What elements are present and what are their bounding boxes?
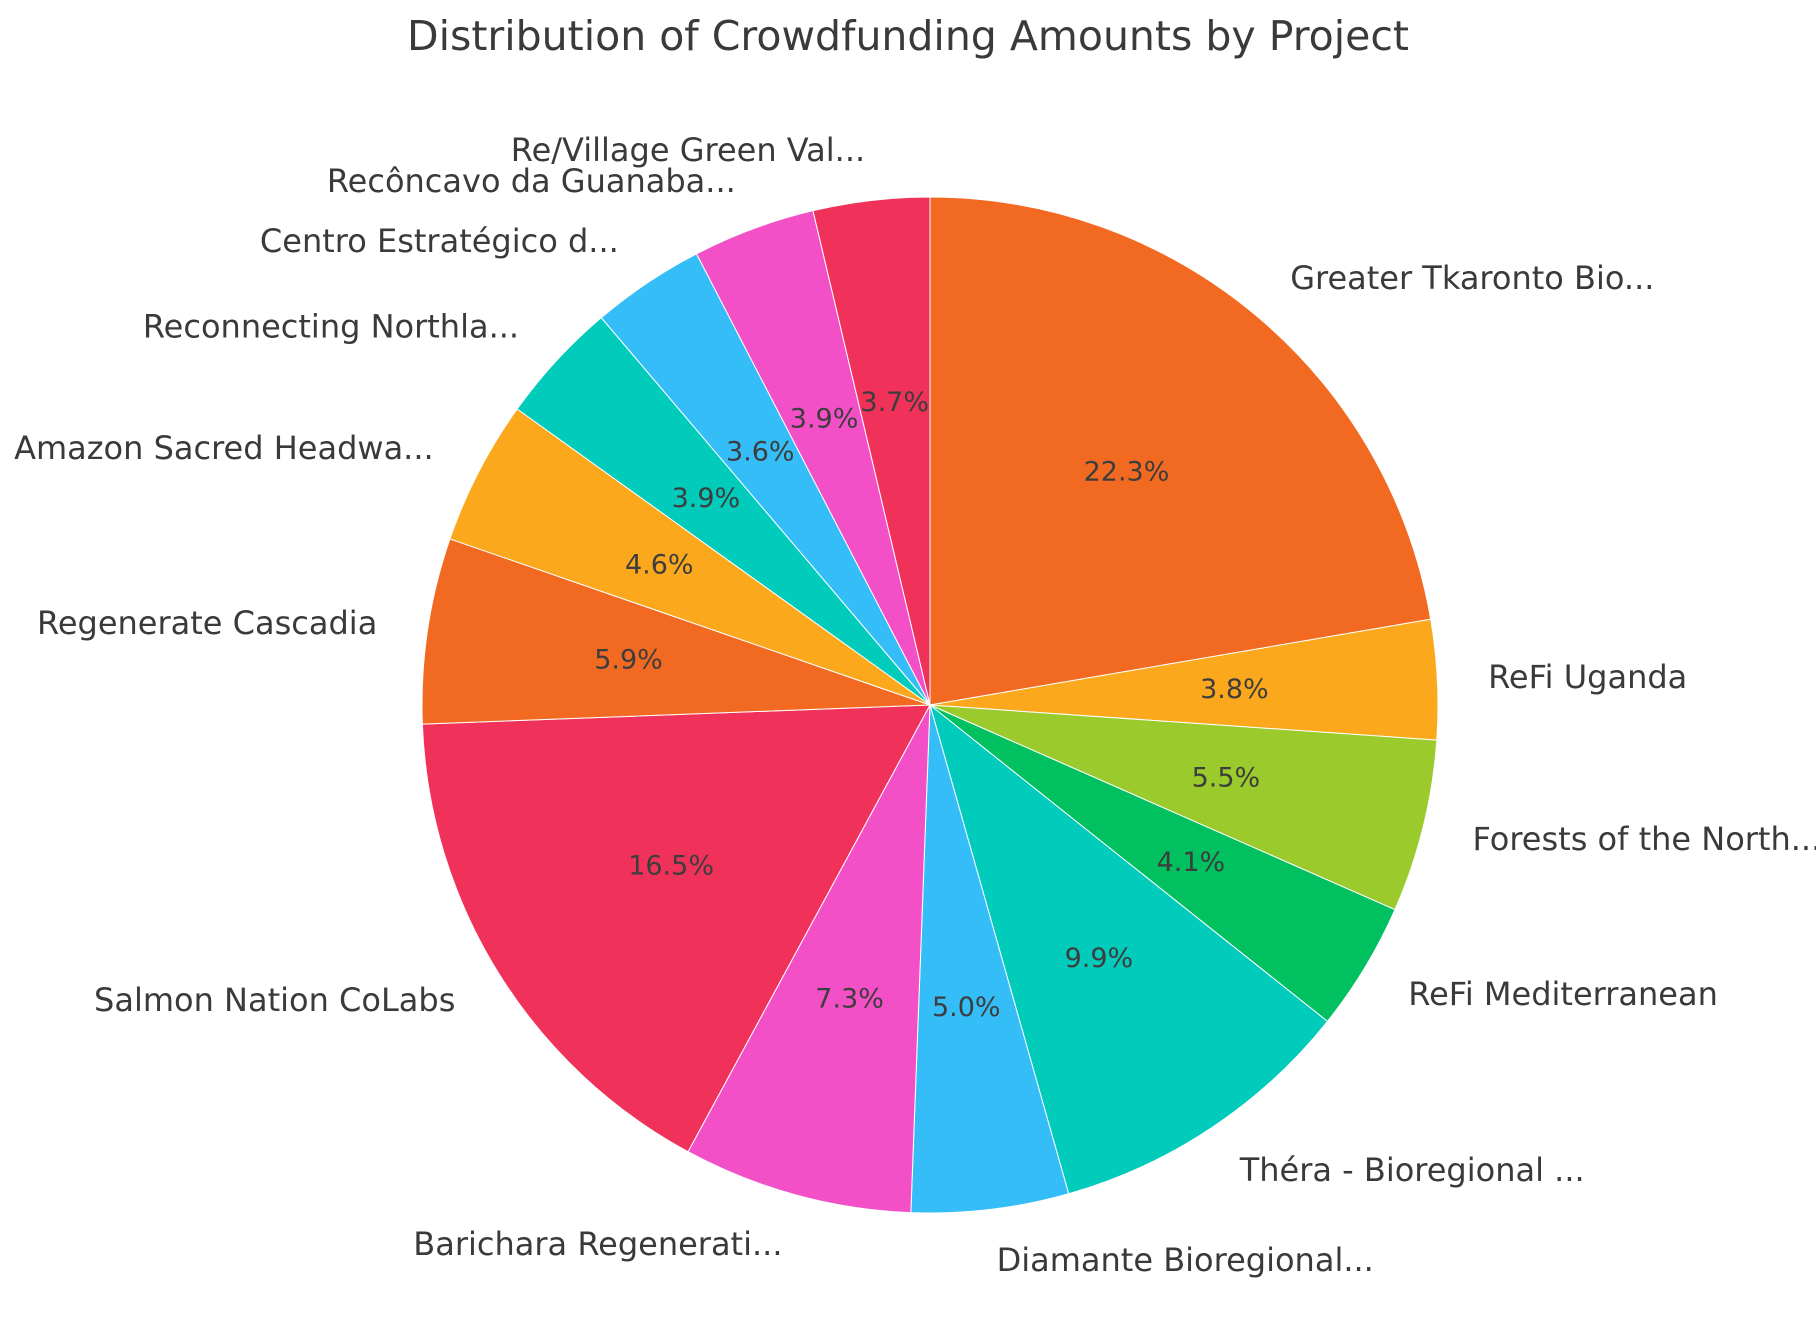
slice-label-3: Forests of the North... [1473, 820, 1816, 858]
slice-label-14: Re/Village Green Val... [511, 131, 865, 169]
slice-label-10: Amazon Sacred Headwa... [14, 429, 434, 467]
pie-slice-7 [687, 704, 931, 1214]
slice-percentage-9: 5.9% [594, 645, 663, 676]
slice-label-6: Diamante Bioregional... [997, 1241, 1374, 1279]
slice-label-13: Recôncavo da Guanaba... [327, 162, 736, 200]
slice-label-9: Regenerate Cascadia [37, 604, 377, 642]
slice-percentage-10: 4.6% [625, 549, 694, 580]
slice-percentage-1: 22.3% [1084, 457, 1170, 488]
slice-percentage-4: 4.1% [1157, 847, 1226, 878]
slice-label-2: ReFi Uganda [1488, 658, 1687, 696]
pie-slice-6 [910, 704, 1070, 1214]
slice-percentage-5: 9.9% [1065, 943, 1134, 974]
pie-slice-8 [421, 704, 931, 1153]
slice-percentage-3: 5.5% [1192, 763, 1261, 794]
pie-slice-9 [421, 538, 931, 725]
slice-percentage-11: 3.9% [672, 483, 741, 514]
slice-label-8: Salmon Nation CoLabs [94, 981, 455, 1019]
slice-percentage-2: 3.8% [1200, 674, 1269, 705]
pie-slice-1 [929, 196, 1432, 706]
pie-slice-5 [929, 704, 1328, 1195]
chart-title: Distribution of Crowdfunding Amounts by … [407, 12, 1409, 60]
slice-label-4: ReFi Mediterranean [1408, 975, 1718, 1013]
slice-percentage-8: 16.5% [628, 850, 714, 881]
slice-label-5: Théra - Bioregional ... [1239, 1151, 1585, 1189]
slice-label-7: Barichara Regenerati... [413, 1225, 782, 1263]
slice-percentage-6: 5.0% [932, 992, 1001, 1023]
slice-percentage-7: 7.3% [815, 984, 884, 1015]
slice-percentage-12: 3.6% [726, 436, 795, 467]
slice-percentage-14: 3.7% [860, 387, 929, 418]
pie-slice-14 [812, 196, 931, 706]
slice-label-12: Centro Estratégico d... [260, 222, 619, 260]
slice-label-11: Reconnecting Northla... [143, 307, 519, 345]
pie-slice-3 [929, 704, 1438, 911]
slice-percentage-13: 3.9% [790, 404, 859, 435]
slice-label-1: Greater Tkaronto Bio... [1290, 259, 1654, 297]
